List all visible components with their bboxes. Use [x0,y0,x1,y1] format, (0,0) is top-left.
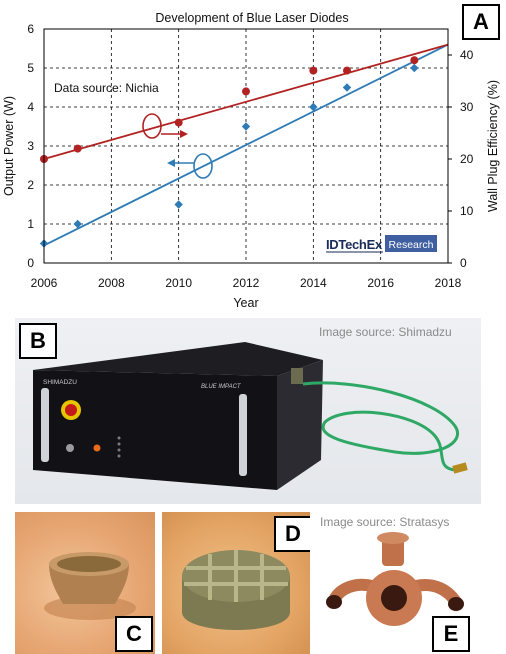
panel-e-copper-part: Image source: Stratasys E [316,512,476,654]
panel-b-label: B [19,323,57,359]
left-handle [41,388,49,462]
x-tick-label: 2008 [98,276,125,290]
power-point [342,83,352,92]
y2-tick-label: 0 [460,256,467,270]
efficiency-point [174,118,183,127]
cup-part-illustration [44,552,136,620]
key-switch [66,444,74,452]
laser-unit-illustration: SHIMADZU BLUE IMPACT [33,342,468,490]
y-tick-label: 2 [27,178,34,192]
panel-b-source: Image source: Shimadzu [319,325,452,339]
emergency-stop-button [65,404,77,416]
power-point [73,219,82,229]
blue-arrowhead [167,159,175,167]
power-point [309,102,318,112]
efficiency-trend-line [43,43,449,160]
indicator-led-4 [117,454,121,458]
panel-e-source: Image source: Stratasys [320,515,450,529]
indicator-led-2 [117,442,121,446]
logo-tag: Research [389,239,434,251]
power-point [174,200,183,209]
panel-a-label: A [462,4,500,40]
fiber-end-connector [452,462,468,474]
y-tick-label: 3 [27,139,34,153]
y-tick-label: 5 [27,61,34,75]
efficiency-point [242,87,250,96]
blue-axis-indicator [167,153,213,179]
y2-tick-label: 30 [460,100,474,114]
efficiency-point [73,144,82,153]
x-tick-label: 2014 [300,276,327,290]
laser-unit-side [277,360,323,490]
logo-brand: IDTechEx [326,237,383,252]
laser-unit-top [33,342,323,376]
copper-left-port [326,595,342,609]
panel-c-label: C [115,616,153,652]
right-handle [239,394,247,476]
data-source-annotation: Data source: Nichia [54,81,159,95]
model-label: BLUE IMPACT [201,384,242,390]
red-axis-indicator [142,113,188,139]
orange-button [93,444,101,452]
copper-part-illustration [326,532,464,626]
laser-unit-front [33,370,277,490]
efficiency-point [343,66,351,75]
power-point [410,63,419,73]
panel-d-label: D [274,516,310,552]
lattice-illustration [182,550,290,630]
panel-d-lattice-part: D [162,512,310,654]
idtechex-logo: IDTechEx Research [326,235,437,253]
x-tick-label: 2016 [367,276,394,290]
x-tick-label: 2010 [165,276,192,290]
red-indicator-ellipse [142,113,162,139]
lattice-grid [184,550,288,602]
y-tick-label: 1 [27,217,34,231]
efficiency-point [410,56,419,65]
red-arrowhead [180,130,188,138]
logo-tag-box [385,235,437,252]
y2-tick-label: 10 [460,204,474,218]
green-fiber-cable [302,381,459,472]
power-trend-line [43,43,449,247]
plot-frame [43,28,449,264]
y2-tick-label: 20 [460,152,474,166]
y-axis-label: Output Power (W) [2,96,16,196]
y-tick-label: 0 [27,256,34,270]
copper-right-port [448,597,464,611]
blue-laser-chart: 2006 2008 2010 2012 2014 2016 2018 0 1 2 3 4 5 6 0 10 20… [2,11,500,310]
indicator-led-3 [117,448,121,452]
cup-opening [57,556,121,572]
x-tick-label: 2018 [435,276,462,290]
panel-a-chart: 2006 2008 2010 2012 2014 2016 2018 0 1 2 3 4 5 6 0 10 20… [0,0,506,312]
copper-center-bore [381,585,407,611]
blue-indicator-ellipse [193,153,213,179]
x-tick-label: 2006 [31,276,58,290]
chart-title: Development of Blue Laser Diodes [155,11,348,25]
y-tick-label: 4 [27,100,34,114]
brand-label: SHIMADZU [43,379,77,386]
copper-top-flange [377,532,409,544]
y2-axis-label: Wall Plug Efficiency (%) [486,80,500,212]
y-tick-label: 6 [27,22,34,36]
efficiency-point [309,66,318,75]
fiber-connector-port [291,368,303,384]
power-point [241,122,251,131]
x-axis-label: Year [233,296,258,310]
panel-c-printed-part: C [15,512,155,654]
indicator-led-1 [117,436,121,440]
panel-b-laser-photo: Image source: Shimadzu SHIMADZU BLUE IMP… [15,318,481,504]
y2-tick-label: 40 [460,48,474,62]
x-tick-label: 2012 [233,276,260,290]
panel-e-label: E [432,616,470,652]
